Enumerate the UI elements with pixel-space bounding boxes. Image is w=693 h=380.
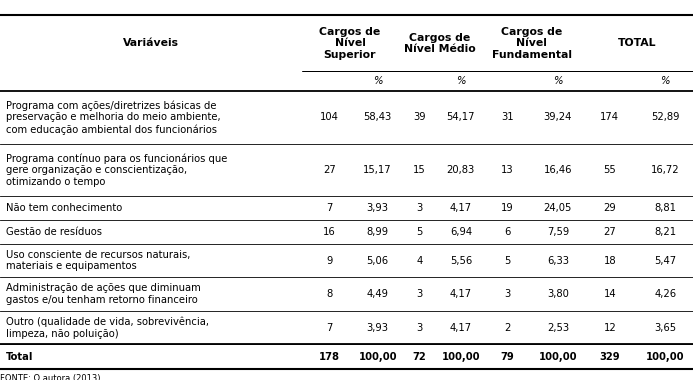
Text: %: % — [660, 76, 670, 86]
Text: Total: Total — [6, 352, 33, 362]
Text: 6,94: 6,94 — [450, 227, 472, 237]
Text: 3,93: 3,93 — [367, 203, 389, 213]
Text: 5,47: 5,47 — [654, 256, 676, 266]
Text: 52,89: 52,89 — [651, 112, 680, 122]
Text: 3: 3 — [505, 289, 511, 299]
Text: 18: 18 — [604, 256, 616, 266]
Text: 2,53: 2,53 — [547, 323, 569, 332]
Text: 12: 12 — [604, 323, 616, 332]
Text: 2: 2 — [505, 323, 511, 332]
Text: 15,17: 15,17 — [363, 165, 392, 175]
Text: 55: 55 — [604, 165, 616, 175]
Text: 16,46: 16,46 — [543, 165, 572, 175]
Text: 5: 5 — [505, 256, 511, 266]
Text: 8,99: 8,99 — [367, 227, 389, 237]
Text: 3: 3 — [416, 323, 423, 332]
Text: 174: 174 — [600, 112, 620, 122]
Text: 27: 27 — [604, 227, 616, 237]
Text: Uso consciente de recursos naturais,
materiais e equipamentos: Uso consciente de recursos naturais, mat… — [6, 250, 190, 271]
Text: 4,26: 4,26 — [654, 289, 676, 299]
Text: 8,81: 8,81 — [654, 203, 676, 213]
Text: 19: 19 — [501, 203, 514, 213]
Text: 14: 14 — [604, 289, 616, 299]
Text: 3: 3 — [416, 203, 423, 213]
Text: 3,80: 3,80 — [547, 289, 569, 299]
Text: 100,00: 100,00 — [441, 352, 480, 362]
Text: 3,65: 3,65 — [654, 323, 676, 332]
Text: Outro (qualidade de vida, sobrevivência,
limpeza, não poluição): Outro (qualidade de vida, sobrevivência,… — [6, 317, 209, 339]
Text: 6: 6 — [505, 227, 511, 237]
Text: 3: 3 — [416, 289, 423, 299]
Text: 100,00: 100,00 — [538, 352, 577, 362]
Text: 79: 79 — [501, 352, 514, 362]
Text: 6,33: 6,33 — [547, 256, 569, 266]
Text: 4: 4 — [416, 256, 423, 266]
Text: %: % — [456, 76, 466, 86]
Text: 4,49: 4,49 — [367, 289, 389, 299]
Text: 15: 15 — [413, 165, 426, 175]
Text: 24,05: 24,05 — [544, 203, 572, 213]
Text: 27: 27 — [323, 165, 335, 175]
Text: Gestão de resíduos: Gestão de resíduos — [6, 227, 102, 237]
Text: 31: 31 — [501, 112, 514, 122]
Text: %: % — [373, 76, 383, 86]
Text: Variáveis: Variáveis — [123, 38, 179, 48]
Text: 104: 104 — [319, 112, 339, 122]
Text: 7: 7 — [326, 323, 333, 332]
Text: 58,43: 58,43 — [364, 112, 392, 122]
Text: %: % — [553, 76, 563, 86]
Text: 5: 5 — [416, 227, 423, 237]
Text: TOTAL: TOTAL — [618, 38, 657, 48]
Text: 8: 8 — [326, 289, 333, 299]
Text: Programa com ações/diretrizes básicas de
preservação e melhoria do meio ambiente: Programa com ações/diretrizes básicas de… — [6, 100, 220, 135]
Text: Cargos de
Nível
Superior: Cargos de Nível Superior — [319, 27, 380, 60]
Text: 329: 329 — [599, 352, 620, 362]
Text: FONTE: O autora (2013): FONTE: O autora (2013) — [0, 374, 100, 380]
Text: 3,93: 3,93 — [367, 323, 389, 332]
Text: 4,17: 4,17 — [450, 203, 472, 213]
Text: 39: 39 — [413, 112, 426, 122]
Text: 7,59: 7,59 — [547, 227, 569, 237]
Text: Cargos de
Nível
Fundamental: Cargos de Nível Fundamental — [492, 27, 572, 60]
Text: 72: 72 — [412, 352, 426, 362]
Text: 5,56: 5,56 — [450, 256, 472, 266]
Text: Não tem conhecimento: Não tem conhecimento — [6, 203, 122, 213]
Text: 4,17: 4,17 — [450, 289, 472, 299]
Text: 8,21: 8,21 — [654, 227, 676, 237]
Text: 178: 178 — [319, 352, 340, 362]
Text: Programa contínuo para os funcionários que
gere organização e conscientização,
o: Programa contínuo para os funcionários q… — [6, 153, 227, 187]
Text: 9: 9 — [326, 256, 333, 266]
Text: Cargos de
Nível Médio: Cargos de Nível Médio — [404, 33, 476, 54]
Text: 20,83: 20,83 — [447, 165, 475, 175]
Text: 4,17: 4,17 — [450, 323, 472, 332]
Text: 100,00: 100,00 — [358, 352, 397, 362]
Text: 5,06: 5,06 — [367, 256, 389, 266]
Text: 54,17: 54,17 — [446, 112, 475, 122]
Text: Administração de ações que diminuam
gastos e/ou tenham retorno financeiro: Administração de ações que diminuam gast… — [6, 283, 200, 305]
Text: 7: 7 — [326, 203, 333, 213]
Text: 16,72: 16,72 — [651, 165, 680, 175]
Text: 16: 16 — [323, 227, 335, 237]
Text: 29: 29 — [604, 203, 616, 213]
Text: 39,24: 39,24 — [544, 112, 572, 122]
Text: 100,00: 100,00 — [646, 352, 685, 362]
Text: 13: 13 — [501, 165, 514, 175]
